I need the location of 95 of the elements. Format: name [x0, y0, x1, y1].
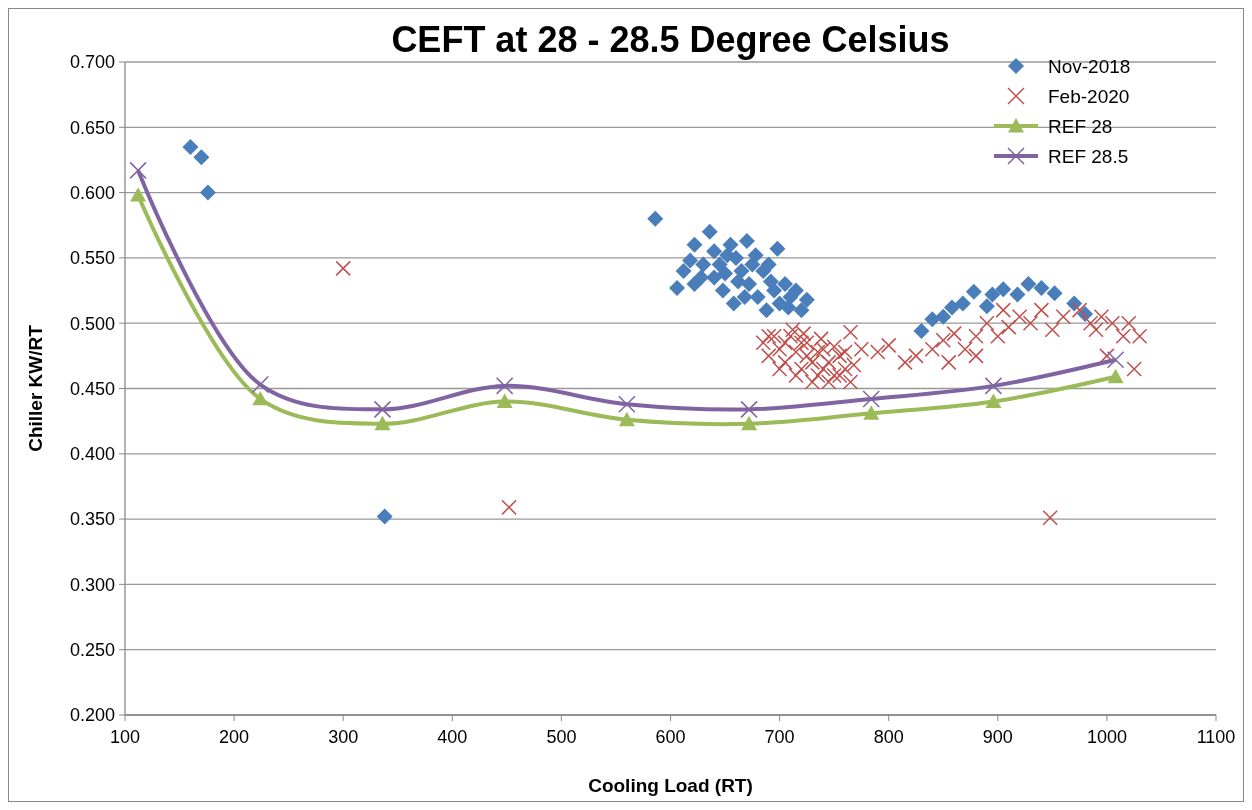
point: [741, 415, 758, 431]
y-axis-title: Chiller KW/RT: [25, 324, 46, 452]
point: [777, 276, 794, 293]
x-tick-label: 800: [873, 727, 904, 747]
point: [733, 262, 750, 279]
point: [647, 210, 664, 227]
point: [978, 298, 995, 315]
point: [730, 273, 747, 290]
point: [780, 299, 797, 316]
point: [984, 286, 1001, 303]
point: [722, 236, 739, 253]
point: [760, 256, 777, 273]
point: [984, 377, 1003, 395]
point: [954, 295, 971, 312]
point: [985, 393, 1002, 408]
point: [738, 232, 755, 249]
x-axis-title: Cooling Load (RT): [588, 775, 753, 796]
point: [686, 276, 703, 293]
point: [740, 400, 758, 419]
point: [129, 161, 147, 180]
y-tick-label: 0.250: [69, 640, 115, 660]
y-tick-label: 0.600: [69, 182, 115, 203]
x-tick-label: 400: [437, 727, 468, 747]
point: [182, 138, 199, 155]
point: [798, 291, 815, 308]
point: [741, 276, 758, 293]
point: [1020, 276, 1037, 293]
point: [701, 223, 718, 240]
point: [706, 243, 723, 260]
point: [749, 289, 766, 306]
x-tick-label: 1100: [1196, 727, 1236, 747]
point: [1107, 368, 1124, 384]
x-tick-label: 600: [655, 727, 686, 747]
point: [965, 283, 982, 300]
point: [682, 252, 699, 269]
point: [863, 405, 880, 420]
point: [758, 302, 775, 319]
x-tick-label: 700: [764, 727, 795, 747]
point: [669, 279, 686, 296]
point: [862, 390, 880, 408]
point: [252, 390, 269, 406]
point: [717, 265, 734, 282]
x-tick-label: 1000: [1086, 727, 1127, 747]
chart-title: CEFT at 28 - 28.5 Degree Celsius: [391, 19, 950, 60]
point: [374, 415, 391, 431]
x-tick-label: 500: [546, 727, 577, 747]
x-tick-label: 900: [982, 727, 1013, 747]
point: [1046, 285, 1063, 302]
point: [199, 184, 216, 201]
point: [1106, 351, 1125, 369]
x-tick-label: 100: [109, 727, 141, 747]
legend-label: Nov-2018: [1048, 55, 1131, 77]
x-tick-label: 300: [328, 727, 359, 747]
x-tick-label: 200: [219, 727, 250, 747]
point: [711, 256, 728, 273]
point: [714, 282, 731, 299]
point: [675, 262, 692, 279]
point: [193, 149, 210, 166]
point: [793, 302, 810, 319]
y-tick-label: 0.700: [69, 52, 115, 73]
point: [744, 256, 761, 273]
point: [376, 508, 393, 525]
y-tick-label: 0.550: [69, 248, 115, 269]
y-tick-label: 0.350: [69, 509, 115, 530]
point: [706, 269, 723, 286]
point: [686, 236, 703, 253]
y-tick-label: 0.200: [69, 705, 115, 726]
y-tick-label: 0.650: [69, 117, 115, 138]
point: [695, 256, 712, 273]
point: [1033, 279, 1050, 296]
y-tick-label: 0.300: [69, 574, 115, 595]
y-tick-label: 0.400: [69, 444, 115, 465]
point: [130, 187, 147, 202]
y-tick-label: 0.500: [69, 313, 115, 334]
point: [496, 393, 513, 408]
point: [725, 295, 742, 312]
point: [935, 308, 952, 325]
point: [762, 273, 779, 290]
point: [1066, 295, 1083, 312]
legend-label: Feb-2020: [1048, 85, 1130, 107]
point: [373, 400, 392, 419]
point: [1009, 286, 1026, 303]
point: [495, 377, 514, 395]
legend-label: REF 28: [1048, 115, 1113, 137]
point: [618, 395, 636, 413]
point: [943, 299, 960, 316]
point: [913, 323, 930, 340]
point: [924, 311, 941, 328]
point: [736, 289, 753, 306]
legend-label: REF 28.5: [1048, 145, 1129, 167]
point: [787, 282, 804, 299]
point: [769, 240, 786, 257]
point: [618, 411, 635, 427]
y-tick-label: 0.450: [69, 378, 115, 399]
point: [995, 281, 1012, 298]
